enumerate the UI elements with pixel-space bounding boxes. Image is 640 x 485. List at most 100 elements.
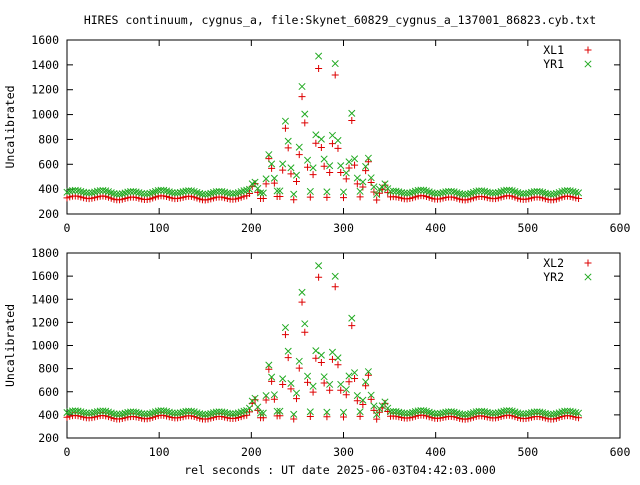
data-point xyxy=(414,186,422,194)
data-point xyxy=(558,408,566,416)
y-tick-label: 1200 xyxy=(31,315,59,329)
data-point xyxy=(326,162,334,170)
data-point xyxy=(445,187,453,195)
data-point xyxy=(458,410,466,418)
legend-marker xyxy=(584,259,592,267)
y-tick-label: 400 xyxy=(38,182,59,196)
data-point xyxy=(353,180,361,188)
data-point xyxy=(301,110,309,118)
chart-panel-2: 200 400 600 800 1000 1200 1400 1600 1800 0 100 200 3… xyxy=(3,246,630,459)
data-point xyxy=(209,188,218,196)
data-point xyxy=(77,408,85,416)
data-point xyxy=(373,415,381,423)
data-point xyxy=(306,193,314,201)
data-point xyxy=(240,407,248,415)
data-point xyxy=(386,408,395,416)
data-point xyxy=(351,369,359,377)
y-tick-label: 800 xyxy=(38,132,59,146)
data-point xyxy=(304,372,312,380)
data-point xyxy=(351,161,359,169)
data-point xyxy=(292,389,301,397)
data-point xyxy=(442,188,450,196)
y-tick-label: 1800 xyxy=(31,246,59,260)
data-point xyxy=(85,409,93,417)
data-point xyxy=(373,190,381,198)
data-point xyxy=(461,190,469,198)
data-point xyxy=(561,187,569,195)
y-tick-label: 400 xyxy=(38,408,59,422)
data-point xyxy=(353,392,361,400)
data-point xyxy=(569,408,577,416)
data-point xyxy=(287,164,295,172)
data-point xyxy=(284,354,292,362)
data-point xyxy=(129,408,137,416)
data-point xyxy=(370,183,378,191)
data-point xyxy=(359,396,367,404)
data-point xyxy=(320,373,328,381)
data-point xyxy=(317,143,325,151)
data-point xyxy=(176,409,184,417)
data-point xyxy=(456,189,464,198)
data-point xyxy=(337,386,345,394)
data-point xyxy=(174,409,182,417)
data-point xyxy=(121,409,129,417)
data-point xyxy=(420,186,428,194)
data-point xyxy=(229,410,237,418)
data-point xyxy=(337,162,345,170)
data-point xyxy=(497,408,505,416)
data-point xyxy=(115,190,124,198)
data-point xyxy=(411,187,419,195)
data-point xyxy=(486,409,494,417)
data-point xyxy=(351,155,359,163)
data-point xyxy=(544,190,552,198)
data-point xyxy=(530,408,538,416)
data-point xyxy=(522,410,530,418)
data-point xyxy=(403,409,411,418)
data-point xyxy=(378,402,386,410)
data-point xyxy=(182,407,190,415)
y-tick-label: 1000 xyxy=(31,339,59,353)
data-point xyxy=(140,190,148,198)
data-point xyxy=(245,404,254,412)
data-point xyxy=(212,188,220,196)
data-point xyxy=(345,378,353,386)
data-point xyxy=(281,331,289,339)
data-point xyxy=(345,158,353,166)
data-point xyxy=(270,395,278,403)
data-point xyxy=(268,160,276,168)
data-point xyxy=(312,139,320,147)
data-point xyxy=(118,410,126,418)
data-point xyxy=(290,196,298,204)
data-point xyxy=(480,187,489,195)
x-tick-label: 600 xyxy=(610,221,631,235)
data-point xyxy=(411,408,419,416)
data-point xyxy=(525,409,533,417)
data-point xyxy=(563,407,572,415)
data-point xyxy=(295,364,303,372)
data-point xyxy=(433,190,442,198)
data-point xyxy=(367,395,375,403)
data-point xyxy=(135,409,143,417)
x-tick-label: 300 xyxy=(333,221,354,235)
data-point xyxy=(284,347,292,355)
data-point xyxy=(400,409,408,417)
y-tick-label: 1600 xyxy=(31,269,59,283)
data-point xyxy=(113,190,121,198)
legend-label: XL2 xyxy=(543,256,564,270)
data-point xyxy=(306,408,314,416)
data-point xyxy=(392,187,400,195)
data-point xyxy=(162,407,171,415)
data-point xyxy=(309,382,317,390)
data-point xyxy=(483,408,491,416)
data-point xyxy=(541,189,549,197)
data-point xyxy=(337,169,345,177)
data-point xyxy=(326,169,334,177)
data-point xyxy=(514,409,522,417)
data-point xyxy=(536,188,544,196)
data-point xyxy=(265,365,273,373)
data-point xyxy=(132,188,140,196)
data-point xyxy=(356,193,364,201)
data-point xyxy=(273,407,281,415)
data-point xyxy=(348,322,356,330)
